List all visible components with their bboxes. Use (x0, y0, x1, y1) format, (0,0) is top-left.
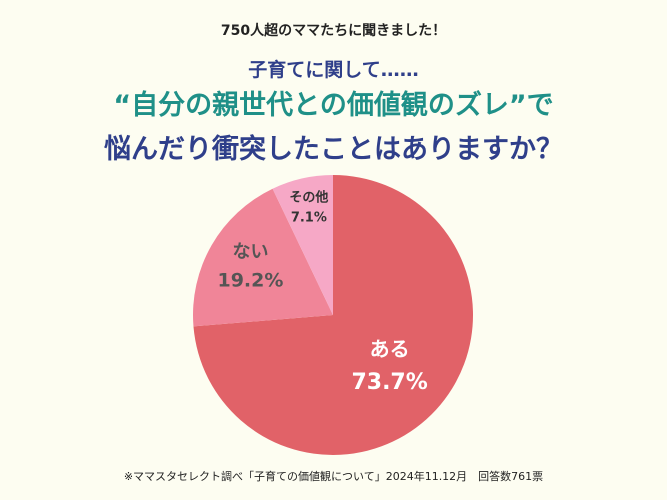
pie-category-label-2: その他 (289, 189, 328, 205)
pie-value-label-1: 19.2% (217, 270, 283, 292)
pie-category-label-1: ない (232, 242, 268, 263)
pie-value-label-0: 73.7% (351, 370, 427, 395)
title-line-3: 悩んだり衝突したことはありますか？ (104, 134, 563, 165)
pie-value-label-2: 7.1% (291, 211, 327, 226)
pie-category-label-0: ある (370, 337, 410, 361)
title-line-1: 子育てに関して…… (248, 59, 419, 81)
pie-slice-2 (272, 175, 333, 315)
survey-subtitle: 750人超のママたちに聞きました！ (220, 23, 447, 39)
pie-slice-1 (193, 188, 333, 327)
footnote: ※ママスタセレクト調べ「子育ての価値観について」2024年11.12月 回答数7… (123, 470, 544, 483)
pie-slice-0 (193, 175, 474, 455)
title-line-2: “自分の親世代との価値観のズレ”で (113, 90, 554, 121)
